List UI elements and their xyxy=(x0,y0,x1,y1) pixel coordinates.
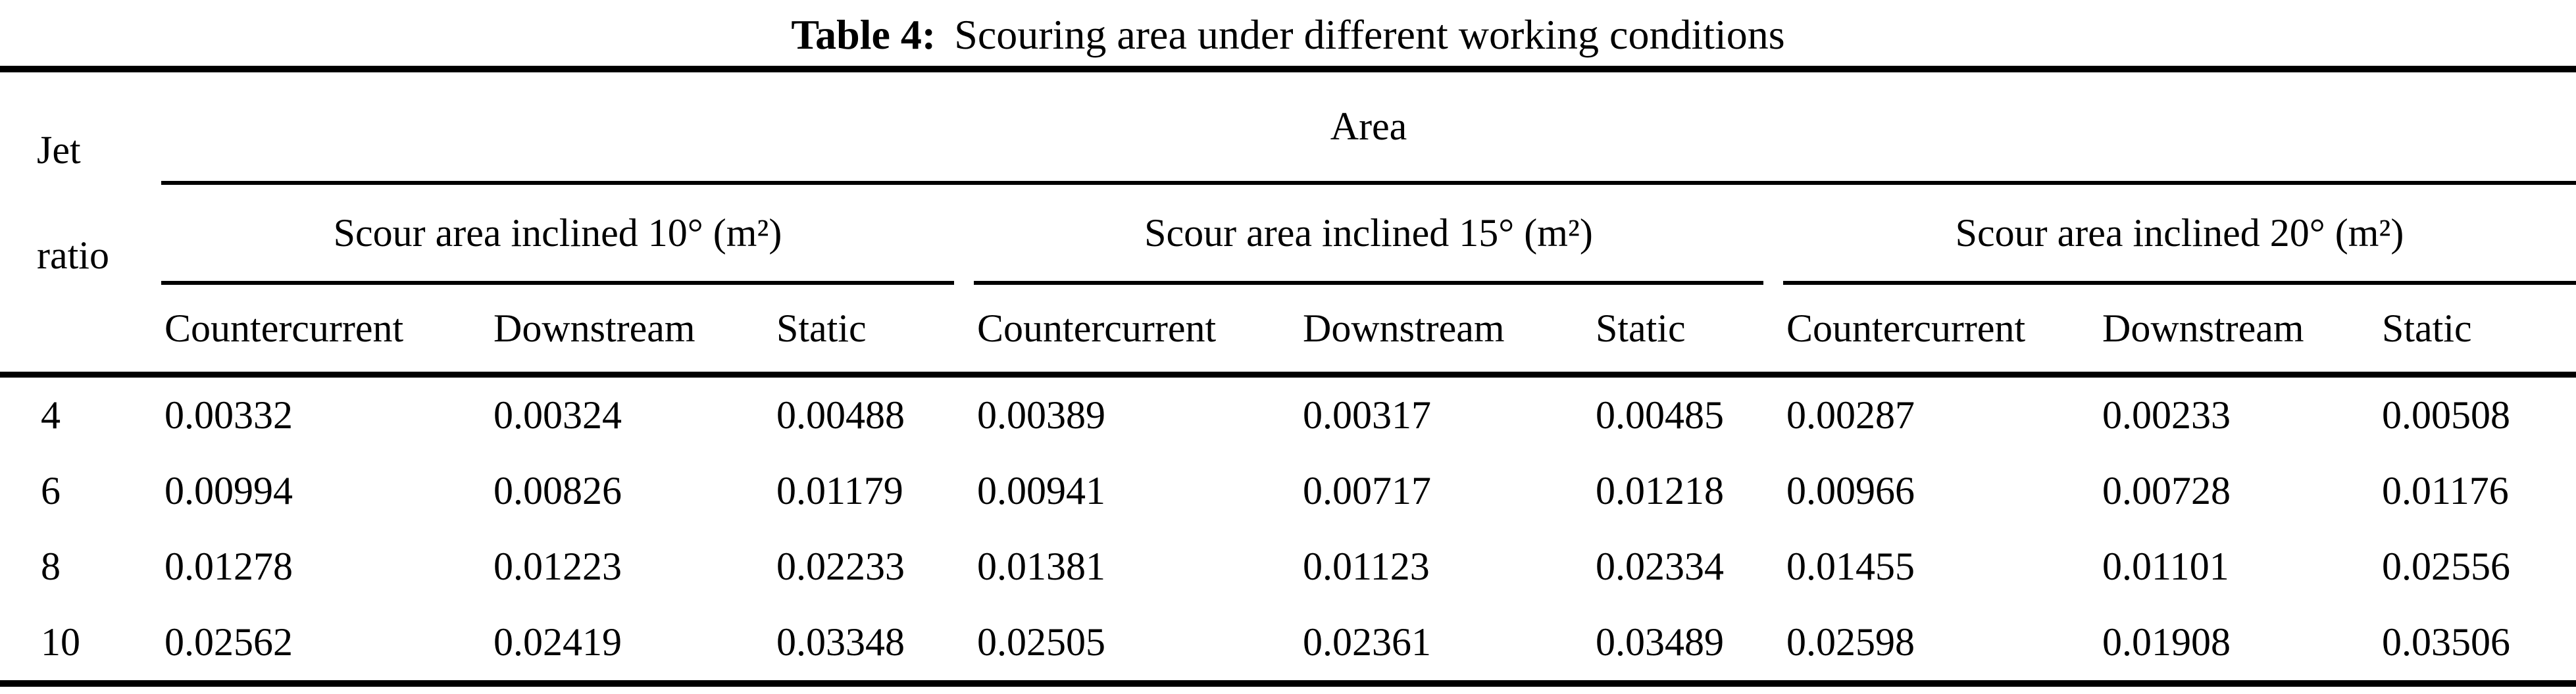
data-cell: 0.01278 xyxy=(164,545,293,588)
data-cell: 0.03348 xyxy=(776,620,905,664)
col-header-downstream-15: Downstream xyxy=(1300,283,1592,378)
data-cell: 0.00717 xyxy=(1303,469,1431,512)
col-header-countercurrent-15: Countercurrent xyxy=(974,283,1300,378)
column-gap xyxy=(1763,283,1783,378)
data-cell: 0.00508 xyxy=(2382,393,2510,437)
data-cell: 0.01223 xyxy=(493,545,622,588)
col-header-static-20: Static xyxy=(2379,283,2576,378)
data-cell: 0.00994 xyxy=(164,469,293,512)
jet-ratio-label-line2: ratio xyxy=(37,234,109,277)
header-row-groups: Scour area inclined 10° (m²) Scour area … xyxy=(0,183,2576,285)
col-header-countercurrent-20: Countercurrent xyxy=(1783,283,2099,378)
jet-ratio-column-header: Jet ratio xyxy=(0,69,161,378)
table-row: 10 0.02562 0.02419 0.03348 0.02505 0.023… xyxy=(0,605,2576,683)
data-cell: 0.01176 xyxy=(2382,469,2509,512)
data-cell: 0.01123 xyxy=(1303,545,1430,588)
data-cell: 0.01455 xyxy=(1786,545,1915,588)
jet-ratio-value: 6 xyxy=(41,469,61,512)
table-row: 4 0.00332 0.00324 0.00488 0.00389 0.0031… xyxy=(0,375,2576,454)
column-gap xyxy=(1763,453,1783,529)
data-cell: 0.00728 xyxy=(2102,469,2231,512)
data-cell: 0.00826 xyxy=(493,469,622,512)
jet-ratio-label-line1: Jet xyxy=(37,128,81,172)
table-caption-number: Table 4: xyxy=(791,11,936,58)
column-gap xyxy=(1763,375,1783,454)
data-cell: 0.02562 xyxy=(164,620,293,664)
column-gap xyxy=(954,375,974,454)
data-cell: 0.01381 xyxy=(977,545,1105,588)
header-row-columns: Countercurrent Downstream Static Counter… xyxy=(0,283,2576,378)
column-gap xyxy=(954,283,974,378)
column-gap xyxy=(1763,605,1783,683)
jet-ratio-value: 4 xyxy=(41,393,61,437)
col-header-static-10: Static xyxy=(773,283,954,378)
jet-ratio-value: 8 xyxy=(41,545,61,588)
table-row: 8 0.01278 0.01223 0.02233 0.01381 0.0112… xyxy=(0,529,2576,605)
data-cell: 0.03489 xyxy=(1596,620,1724,664)
data-cell: 0.00324 xyxy=(493,393,622,437)
col-header-countercurrent-10: Countercurrent xyxy=(161,283,490,378)
col-header-downstream-10: Downstream xyxy=(490,283,773,378)
data-cell: 0.00332 xyxy=(164,393,293,437)
data-cell: 0.00488 xyxy=(776,393,905,437)
data-cell: 0.02419 xyxy=(493,620,622,664)
data-cell: 0.00389 xyxy=(977,393,1105,437)
data-cell: 0.00317 xyxy=(1303,393,1431,437)
data-cell: 0.00966 xyxy=(1786,469,1915,512)
header-row-area: Jet ratio Area xyxy=(0,69,2576,378)
table-caption-text: Scouring area under different working co… xyxy=(954,11,1785,58)
data-cell: 0.02556 xyxy=(2382,545,2510,588)
data-cell: 0.03506 xyxy=(2382,620,2510,664)
table-row: 6 0.00994 0.00826 0.01179 0.00941 0.0071… xyxy=(0,453,2576,529)
table-caption: Table 4: Scouring area under different wo… xyxy=(0,0,2576,66)
column-gap xyxy=(954,605,974,683)
scouring-area-table: Jet ratio Area Scour area inclined 10° (… xyxy=(0,66,2576,687)
data-cell: 0.02505 xyxy=(977,620,1105,664)
group-header-inclined-15: Scour area inclined 15° (m²) xyxy=(974,183,1763,285)
group-gap xyxy=(954,183,974,283)
data-cell: 0.01908 xyxy=(2102,620,2231,664)
data-cell: 0.02361 xyxy=(1303,620,1431,664)
col-header-static-15: Static xyxy=(1592,283,1763,378)
column-gap xyxy=(954,529,974,605)
data-cell: 0.02598 xyxy=(1786,620,1915,664)
data-cell: 0.02233 xyxy=(776,545,905,588)
data-cell: 0.01179 xyxy=(776,469,903,512)
data-cell: 0.02334 xyxy=(1596,545,1724,588)
data-cell: 0.01101 xyxy=(2102,545,2229,588)
group-header-inclined-20: Scour area inclined 20° (m²) xyxy=(1783,183,2576,285)
data-cell: 0.00485 xyxy=(1596,393,1724,437)
data-cell: 0.00287 xyxy=(1786,393,1915,437)
column-gap xyxy=(1763,529,1783,605)
col-header-downstream-20: Downstream xyxy=(2099,283,2379,378)
group-header-inclined-10: Scour area inclined 10° (m²) xyxy=(161,183,954,285)
group-gap xyxy=(1763,183,1783,283)
data-cell: 0.00941 xyxy=(977,469,1105,512)
column-gap xyxy=(954,453,974,529)
data-cell: 0.01218 xyxy=(1596,469,1724,512)
jet-ratio-value: 10 xyxy=(41,620,80,664)
area-header: Area xyxy=(161,69,2576,185)
data-cell: 0.00233 xyxy=(2102,393,2231,437)
